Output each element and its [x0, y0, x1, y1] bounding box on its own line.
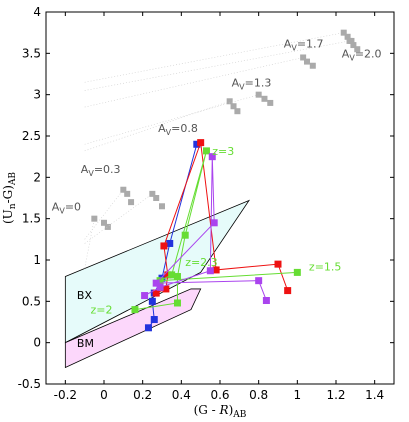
y-axis-label: (Un-G)AB — [1, 172, 18, 224]
labels-layer: AV=0 AV=0.3 AV=0.8 AV=1.3 AV=1.7 AV=2.0 z=3 z=2… — [52, 38, 382, 350]
data-point — [166, 239, 174, 247]
data-point — [164, 271, 172, 279]
av-marker — [346, 37, 353, 44]
z-label: z=2 — [90, 304, 112, 317]
av-marker — [153, 195, 160, 201]
z-label: z=3 — [212, 145, 234, 158]
data-point — [173, 299, 181, 307]
x-tick-label: 1 — [294, 388, 302, 402]
x-tick-label: 1.4 — [365, 388, 384, 402]
region-bm — [64, 288, 202, 369]
x-tick-label: 0.4 — [172, 388, 191, 402]
x-tick-label: 0.2 — [133, 388, 152, 402]
av-marker — [354, 46, 361, 53]
av-marker — [234, 108, 241, 115]
av-marker — [255, 91, 262, 98]
av-label: AV=1.3 — [232, 76, 272, 91]
y-tick-label: 1 — [33, 253, 41, 267]
x-tick-label: 0.8 — [249, 388, 268, 402]
av-label: AV=0.8 — [158, 122, 198, 137]
y-tick-label: 0.5 — [22, 294, 41, 308]
data-point — [208, 153, 216, 161]
z-label: z=2.3 — [185, 256, 217, 269]
av-track-line — [84, 94, 259, 145]
data-point — [206, 267, 214, 275]
data-point — [148, 297, 156, 305]
data-point — [181, 231, 189, 239]
av-marker — [267, 99, 274, 106]
data-point — [141, 292, 149, 300]
x-tick-label: 0 — [100, 388, 108, 402]
y-tick-label: 3 — [33, 88, 41, 102]
av-marker — [226, 98, 233, 105]
av-track-line — [84, 193, 153, 244]
x-axis-label: (G - R)AB — [194, 403, 247, 420]
av-marker — [340, 29, 347, 36]
av-label: AV=2.0 — [342, 47, 382, 62]
data-point — [284, 287, 292, 295]
data-point — [168, 271, 176, 279]
av-track-line — [84, 32, 344, 83]
data-point — [173, 273, 181, 281]
y-tick-label: 0 — [33, 336, 41, 350]
y-tick-label: 3.5 — [22, 46, 41, 60]
av-track-line — [84, 218, 95, 269]
axes-layer: -0.2 0 0.2 0.4 0.6 0.8 1 1.2 1.4 -0.5 0 0.5 1 1.5 2 2.5… — [18, 5, 394, 402]
av-marker — [120, 186, 127, 193]
data-point — [212, 266, 220, 274]
data-point — [255, 277, 263, 285]
data-point — [262, 297, 270, 305]
series-line — [144, 156, 267, 301]
av-track-line — [84, 189, 124, 240]
x-tick-label: 1.2 — [326, 388, 345, 402]
data-point — [202, 147, 210, 155]
data-point — [152, 289, 160, 297]
y-tick-label: -0.5 — [18, 377, 41, 391]
av-label: AV=0.3 — [81, 163, 121, 178]
data-point — [156, 283, 164, 291]
data-point — [131, 306, 139, 314]
av-marker — [159, 203, 165, 210]
av-marker — [91, 215, 98, 222]
y-tick-label: 4 — [33, 5, 41, 19]
y-tick-label: 2.5 — [22, 129, 41, 143]
av-marker — [309, 62, 316, 69]
z-label: z=1.5 — [309, 261, 341, 274]
y-tick-label: 1.5 — [22, 212, 41, 226]
x-tick-label: -0.2 — [54, 388, 77, 402]
av-marker — [104, 223, 111, 230]
av-marker — [124, 190, 131, 197]
series-layer — [131, 139, 301, 332]
av-marker — [300, 54, 307, 61]
x-tick-label: 0.6 — [210, 388, 229, 402]
region-label: BX — [77, 289, 93, 302]
data-point — [210, 219, 218, 227]
av-marker — [344, 33, 351, 40]
av-label: AV=1.7 — [284, 38, 324, 53]
data-point — [160, 242, 168, 250]
av-marker — [230, 103, 237, 110]
data-point — [193, 140, 201, 148]
av-marker — [101, 219, 107, 226]
data-point — [150, 316, 158, 324]
data-point — [156, 277, 164, 285]
av-marker — [350, 42, 357, 49]
data-point — [162, 285, 170, 293]
region-label: BM — [77, 337, 94, 350]
y-tick-label: 2 — [33, 170, 41, 184]
av-marker — [149, 190, 156, 197]
av-marker — [261, 95, 268, 102]
data-point — [274, 260, 282, 268]
av-track-line — [84, 57, 304, 108]
data-point — [197, 139, 205, 147]
av-marker — [128, 199, 135, 206]
av-tracks-layer — [84, 29, 361, 269]
data-point — [293, 268, 301, 276]
av-marker — [304, 58, 310, 65]
av-label: AV=0 — [52, 200, 81, 215]
data-point — [144, 324, 152, 332]
data-point — [152, 279, 160, 287]
